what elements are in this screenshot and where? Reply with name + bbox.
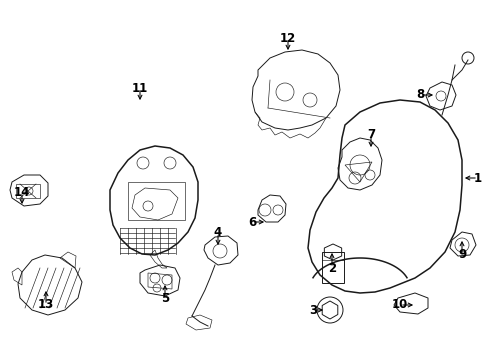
Text: 13: 13	[38, 298, 54, 311]
Text: 10: 10	[392, 298, 408, 311]
Text: 8: 8	[416, 89, 424, 102]
Text: 4: 4	[214, 226, 222, 239]
Text: 3: 3	[309, 303, 317, 316]
Text: 6: 6	[248, 216, 256, 229]
Text: 9: 9	[458, 248, 466, 261]
Text: 11: 11	[132, 81, 148, 94]
Text: 2: 2	[328, 261, 336, 274]
Text: 7: 7	[367, 129, 375, 141]
Text: 5: 5	[161, 292, 169, 305]
Text: 1: 1	[474, 171, 482, 184]
Text: 14: 14	[14, 185, 30, 198]
Text: 12: 12	[280, 31, 296, 45]
